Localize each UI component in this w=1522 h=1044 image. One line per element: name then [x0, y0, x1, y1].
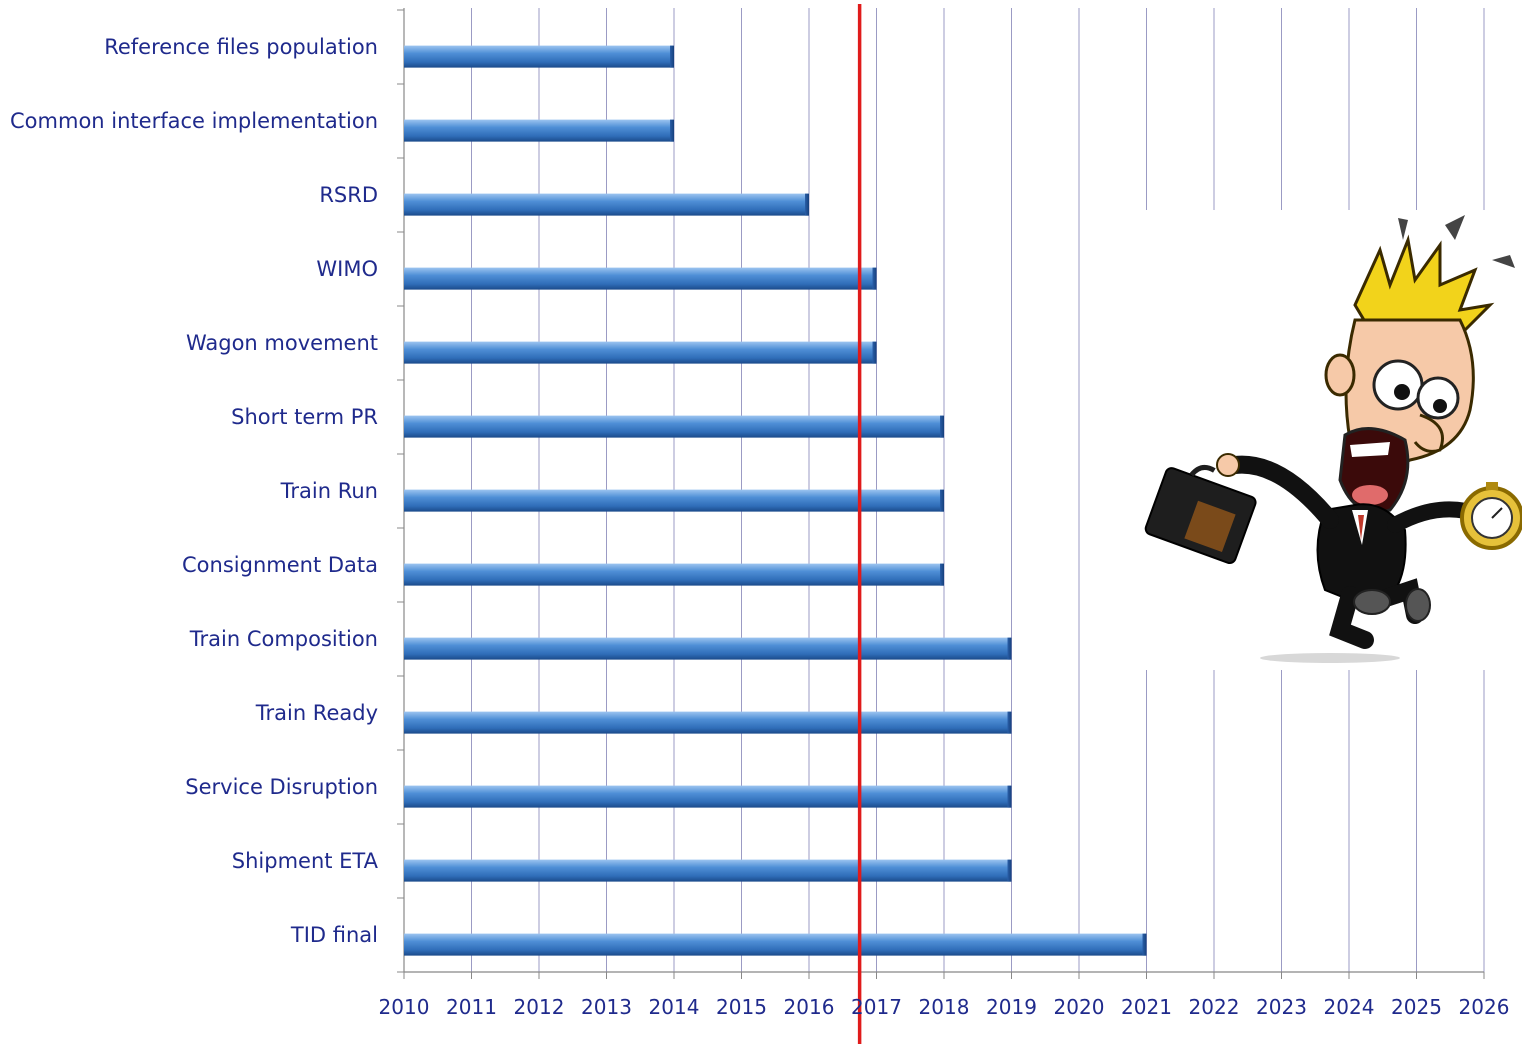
bar [404, 267, 877, 290]
category-label: Service Disruption [185, 775, 378, 799]
bar-body [404, 267, 877, 290]
bar-end-cap [872, 267, 877, 290]
x-tick-label: 2024 [1324, 995, 1375, 1019]
x-tick-label: 2010 [379, 995, 430, 1019]
bar [404, 45, 674, 68]
bar-end-cap [805, 193, 809, 216]
bar-end-cap [1142, 933, 1147, 956]
bar-end-cap [1007, 711, 1012, 734]
bar [404, 859, 1012, 882]
x-tick-label: 2023 [1256, 995, 1307, 1019]
x-tick-label: 2012 [514, 995, 565, 1019]
category-label: Train Ready [255, 701, 378, 725]
x-tick-label: 2015 [716, 995, 767, 1019]
bar-body [404, 637, 1012, 660]
category-label: Train Run [280, 479, 378, 503]
bar-body [404, 933, 1147, 956]
x-tick-label: 2020 [1054, 995, 1105, 1019]
category-label: RSRD [319, 183, 378, 207]
category-label: TID final [290, 923, 378, 947]
bar-end-cap [940, 563, 944, 586]
x-tick-label: 2011 [446, 995, 497, 1019]
x-tick-label: 2025 [1391, 995, 1442, 1019]
category-label: Reference files population [104, 35, 378, 59]
x-tick-label: 2019 [986, 995, 1037, 1019]
category-label: Shipment ETA [232, 849, 379, 873]
category-label: Wagon movement [186, 331, 378, 355]
bar [404, 193, 809, 216]
bar-end-cap [1007, 859, 1012, 882]
x-tick-label: 2013 [581, 995, 632, 1019]
bar [404, 489, 944, 512]
bar [404, 563, 944, 586]
x-tick-label: 2016 [784, 995, 835, 1019]
bar-body [404, 193, 809, 216]
category-label: Common interface implementation [10, 109, 378, 133]
bar-body [404, 563, 944, 586]
bar-end-cap [940, 415, 944, 438]
bar-end-cap [872, 341, 877, 364]
bar [404, 933, 1147, 956]
bars [404, 4, 1147, 1044]
bar [404, 341, 877, 364]
x-tick-label: 2018 [919, 995, 970, 1019]
bar [404, 637, 1012, 660]
bar [404, 785, 1012, 808]
bar-end-cap [1007, 785, 1012, 808]
category-label: Consignment Data [182, 553, 378, 577]
bar-body [404, 489, 944, 512]
bar-end-cap [940, 489, 944, 512]
category-label: WIMO [316, 257, 378, 281]
bar-body [404, 119, 674, 142]
bar [404, 415, 944, 438]
category-label: Train Composition [189, 627, 378, 651]
bar-body [404, 711, 1012, 734]
bar-end-cap [1007, 637, 1012, 660]
x-tick-labels: 2010 2011 2012 2013 2014 2015 2016 2017 2018 2019… [379, 995, 1510, 1019]
bar-body [404, 341, 877, 364]
bar-end-cap [670, 119, 674, 142]
bar-body [404, 45, 674, 68]
bar-body [404, 785, 1012, 808]
x-tick-label: 2014 [649, 995, 700, 1019]
bar-body [404, 415, 944, 438]
bar-end-cap [670, 45, 674, 68]
category-label: Short term PR [231, 405, 378, 429]
bar [404, 119, 674, 142]
x-tick-label: 2022 [1189, 995, 1240, 1019]
x-tick-label: 2017 [851, 995, 902, 1019]
bar [404, 711, 1012, 734]
x-tick-label: 2026 [1459, 995, 1510, 1019]
panicked-man-icon [1140, 210, 1522, 670]
x-tick-label: 2021 [1121, 995, 1172, 1019]
category-labels: Reference files population Common interfa… [10, 35, 379, 947]
bar-body [404, 859, 1012, 882]
